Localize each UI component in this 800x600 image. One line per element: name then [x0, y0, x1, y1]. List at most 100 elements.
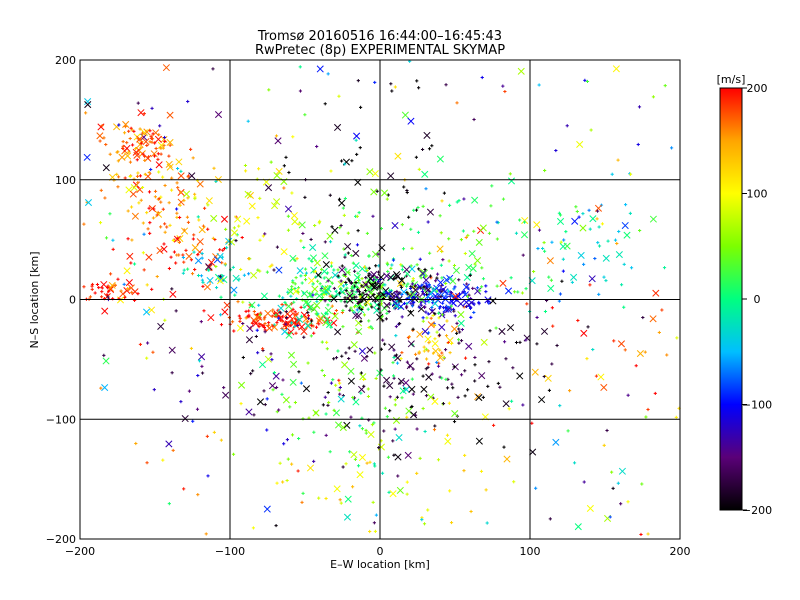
- data-point-plus: [565, 124, 569, 128]
- data-point-plus: [356, 301, 360, 306]
- data-point-cross: [298, 221, 306, 229]
- data-point-plus: [561, 269, 565, 273]
- data-point-plus: [123, 125, 128, 129]
- data-point-plus: [430, 266, 434, 270]
- data-point-cross: [245, 408, 253, 416]
- data-point-plus: [232, 226, 237, 230]
- data-point-plus: [520, 291, 525, 295]
- data-point-plus: [219, 313, 223, 317]
- data-point-plus: [451, 386, 455, 390]
- data-point-plus: [182, 198, 186, 203]
- data-point-plus: [385, 197, 389, 201]
- data-point-cross: [252, 319, 260, 327]
- data-point-plus: [341, 308, 345, 313]
- data-point-plus: [317, 322, 321, 326]
- data-point-plus: [349, 286, 354, 290]
- data-point-plus: [351, 395, 355, 400]
- data-point-plus: [392, 277, 396, 281]
- data-point-plus: [471, 286, 475, 290]
- data-point-cross: [84, 199, 93, 207]
- data-point-cross: [203, 283, 211, 291]
- data-point-cross: [264, 184, 273, 192]
- data-point-cross: [395, 433, 403, 442]
- data-point-cross: [286, 312, 294, 320]
- data-point-plus: [422, 522, 427, 526]
- data-point-cross: [123, 267, 131, 275]
- data-point-plus: [365, 292, 369, 297]
- data-point-cross: [264, 309, 272, 317]
- data-point-plus: [393, 85, 397, 89]
- data-point-cross: [358, 385, 366, 393]
- data-point-cross: [502, 400, 510, 408]
- data-point-plus: [292, 300, 296, 304]
- data-point-plus: [163, 230, 167, 234]
- data-point-plus: [358, 304, 362, 308]
- data-point-plus: [406, 282, 410, 286]
- data-point-plus: [424, 275, 428, 279]
- data-point-plus: [346, 231, 350, 235]
- data-point-plus: [299, 274, 303, 278]
- data-point-plus: [277, 408, 281, 412]
- data-point-plus: [206, 474, 210, 478]
- data-point-plus: [626, 393, 630, 397]
- data-point-plus: [294, 317, 298, 321]
- data-point-plus: [438, 375, 442, 379]
- data-point-plus: [177, 240, 181, 245]
- data-point-plus: [449, 520, 454, 525]
- data-point-plus: [255, 318, 259, 322]
- data-point-cross: [394, 453, 402, 461]
- data-point-plus: [501, 84, 505, 88]
- data-point-plus: [367, 266, 371, 270]
- data-point-plus: [345, 286, 349, 290]
- data-point-plus: [325, 347, 329, 351]
- data-point-cross: [356, 471, 364, 479]
- data-point-cross: [475, 238, 483, 247]
- data-point-plus: [430, 372, 434, 376]
- data-point-plus: [344, 304, 348, 308]
- data-point-plus: [447, 259, 451, 263]
- data-point-plus: [330, 304, 334, 308]
- data-point-plus: [452, 287, 456, 291]
- data-point-plus: [161, 207, 165, 211]
- data-point-cross: [469, 264, 477, 273]
- data-point-plus: [368, 529, 372, 534]
- data-point-plus: [136, 171, 140, 175]
- data-point-cross: [258, 361, 267, 369]
- data-point-cross: [321, 252, 329, 260]
- data-point-plus: [293, 310, 297, 314]
- data-point-cross: [391, 221, 399, 230]
- y-tick-label: −100: [46, 413, 76, 426]
- data-point-cross: [322, 261, 330, 269]
- data-point-plus: [170, 371, 174, 375]
- data-point-cross: [394, 152, 402, 160]
- data-point-plus: [338, 392, 342, 396]
- data-point-plus: [360, 277, 364, 281]
- data-point-plus: [409, 227, 413, 231]
- data-point-cross: [436, 155, 444, 163]
- data-point-plus: [622, 262, 626, 266]
- data-point-plus: [415, 79, 419, 83]
- data-point-plus: [315, 279, 320, 283]
- data-point-plus: [278, 318, 282, 322]
- data-point-cross: [422, 276, 430, 284]
- data-point-plus: [157, 170, 161, 174]
- data-point-cross: [198, 353, 206, 361]
- data-point-plus: [186, 267, 190, 271]
- data-point-cross: [387, 172, 395, 180]
- data-point-plus: [179, 400, 183, 404]
- data-point-cross: [246, 191, 254, 200]
- data-point-plus: [415, 263, 419, 267]
- data-point-plus: [623, 203, 628, 207]
- data-point-cross: [313, 301, 321, 310]
- data-point-plus: [243, 163, 248, 168]
- data-point-plus: [424, 357, 429, 361]
- data-point-plus: [291, 135, 295, 139]
- data-point-plus: [653, 391, 657, 396]
- data-point-cross: [652, 289, 660, 297]
- data-point-plus: [322, 293, 326, 297]
- data-point-cross: [130, 184, 138, 192]
- data-point-plus: [675, 336, 679, 340]
- data-point-plus: [262, 389, 266, 393]
- data-point-plus: [370, 422, 375, 427]
- data-point-cross: [222, 391, 230, 399]
